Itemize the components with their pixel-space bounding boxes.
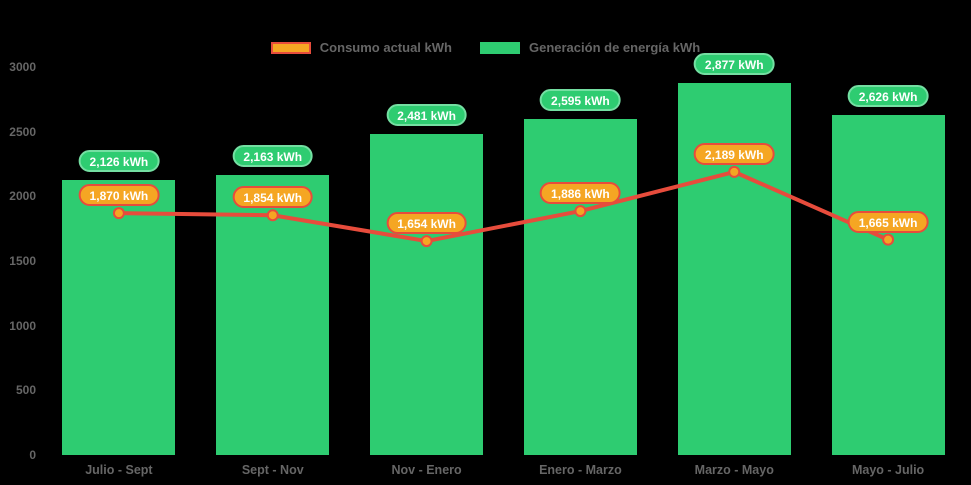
generation-value-badge: 2,163 kWh xyxy=(232,145,314,168)
consumption-point[interactable] xyxy=(574,205,587,218)
y-tick-label: 1000 xyxy=(9,318,36,333)
generation-value-badge: 2,877 kWh xyxy=(693,52,775,75)
legend: Consumo actual kWh Generación de energía… xyxy=(0,40,971,55)
y-tick-label: 1500 xyxy=(9,254,36,268)
consumption-line xyxy=(118,169,889,244)
generation-bar[interactable] xyxy=(62,180,176,455)
consumption-point[interactable] xyxy=(882,233,895,246)
legend-item-generacion[interactable]: Generación de energía kWh xyxy=(479,40,701,55)
x-category-label: Marzo - Mayo xyxy=(694,463,774,477)
consumption-value-badge: 1,854 kWh xyxy=(232,186,314,209)
consumption-point[interactable] xyxy=(266,209,279,222)
legend-label-generacion: Generación de energía kWh xyxy=(528,40,701,55)
x-category-label: Sept - Nov xyxy=(241,463,304,477)
legend-label-consumo: Consumo actual kWh xyxy=(319,40,452,55)
consumption-value-badge: 1,665 kWh xyxy=(847,210,929,233)
y-tick-label: 0 xyxy=(29,448,36,462)
y-tick-label: 500 xyxy=(15,383,36,398)
generation-value-badge: 2,626 kWh xyxy=(847,85,929,108)
generation-value-badge: 2,595 kWh xyxy=(540,89,621,112)
consumption-point[interactable] xyxy=(112,207,125,220)
x-category-label: Nov - Enero xyxy=(391,463,462,477)
y-tick-label: 2500 xyxy=(9,124,36,139)
consumo-swatch-icon xyxy=(270,41,311,54)
consumption-value-badge: 1,886 kWh xyxy=(540,182,621,205)
generacion-swatch-icon xyxy=(479,41,520,54)
x-category-label: Julio - Sept xyxy=(85,463,153,477)
x-category-label: Mayo - Julio xyxy=(851,463,925,477)
y-tick-label: 2000 xyxy=(9,189,36,204)
legend-item-consumo[interactable]: Consumo actual kWh xyxy=(270,40,452,55)
consumption-value-badge: 1,870 kWh xyxy=(78,184,160,207)
generation-bar[interactable] xyxy=(831,115,945,455)
consumption-value-badge: 1,654 kWh xyxy=(386,212,467,235)
consumption-point[interactable] xyxy=(420,235,433,248)
y-tick-label: 3000 xyxy=(9,60,36,74)
consumption-point[interactable] xyxy=(728,165,741,178)
generation-value-badge: 2,481 kWh xyxy=(386,104,467,127)
x-category-label: Enero - Marzo xyxy=(539,463,622,477)
consumption-value-badge: 2,189 kWh xyxy=(693,142,775,165)
generation-bar[interactable] xyxy=(370,134,484,455)
generation-value-badge: 2,126 kWh xyxy=(78,150,160,173)
generation-bar[interactable] xyxy=(523,119,637,455)
